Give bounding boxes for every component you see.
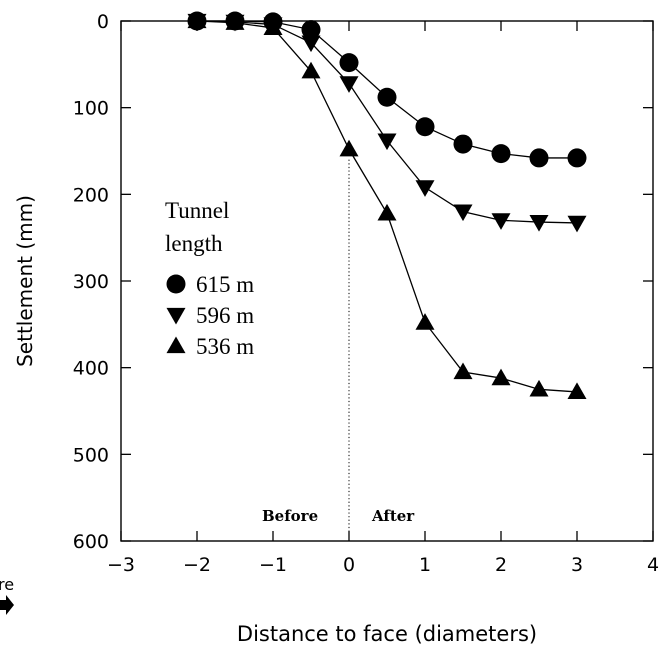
legend-title-line2: length [165,231,223,256]
data-point [378,88,397,107]
data-point [492,144,511,163]
x-tick-label: 2 [495,554,507,576]
data-point [416,117,435,136]
edge-text-fragment: re [0,575,14,594]
legend-label: 615 m [196,272,254,297]
data-point [378,204,397,221]
x-tick-label: 1 [419,554,431,576]
data-point [530,148,549,167]
legend-title-line1: Tunnel [165,198,229,223]
x-tick-label: −3 [107,554,135,576]
y-tick-label: 300 [73,271,109,293]
y-tick-label: 200 [73,184,109,206]
data-point [568,148,587,167]
y-tick-label: 0 [97,11,109,33]
legend-entries: 615 m 596 m 536 m [167,272,255,359]
data-point [454,363,473,380]
legend-marker-circle [167,275,186,294]
y-tick-label: 100 [73,98,109,120]
annotation-after: After [371,507,415,525]
x-tick-label: 0 [343,554,355,576]
legend-marker-triangle-down [167,308,186,325]
data-point [568,216,587,233]
y-tick-label: 600 [73,531,109,553]
data-point [340,140,359,157]
data-point [530,380,549,397]
data-point [340,53,359,72]
legend-label: 596 m [196,303,254,328]
x-tick-label: 3 [571,554,583,576]
y-tick-label: 400 [73,358,109,380]
data-point [378,133,397,150]
legend-marker-triangle-up [167,337,186,354]
edge-arrow-icon [0,595,14,615]
data-point [454,135,473,154]
data-point [416,180,435,197]
data-point [568,382,587,399]
data-point [340,76,359,93]
x-axis-label: Distance to face (diameters) [237,622,537,646]
series-line [197,21,577,223]
x-tick-label: 4 [647,554,659,576]
data-point [530,215,549,232]
x-tick-label: −2 [183,554,211,576]
annotation-before: Before [262,507,318,525]
series-triangle-down [188,14,587,233]
y-tick-label: 500 [73,444,109,466]
x-tick-label: −1 [259,554,287,576]
data-point [492,213,511,230]
legend: Tunnel length 615 m 596 m 536 m [165,198,254,359]
legend-label: 536 m [196,334,254,359]
data-point [416,313,435,330]
axis-tick-labels: −3 −2 −1 0 1 2 3 4 0 100 200 300 400 500 600 [73,11,659,576]
y-axis-label: Settlement (mm) [13,195,37,367]
